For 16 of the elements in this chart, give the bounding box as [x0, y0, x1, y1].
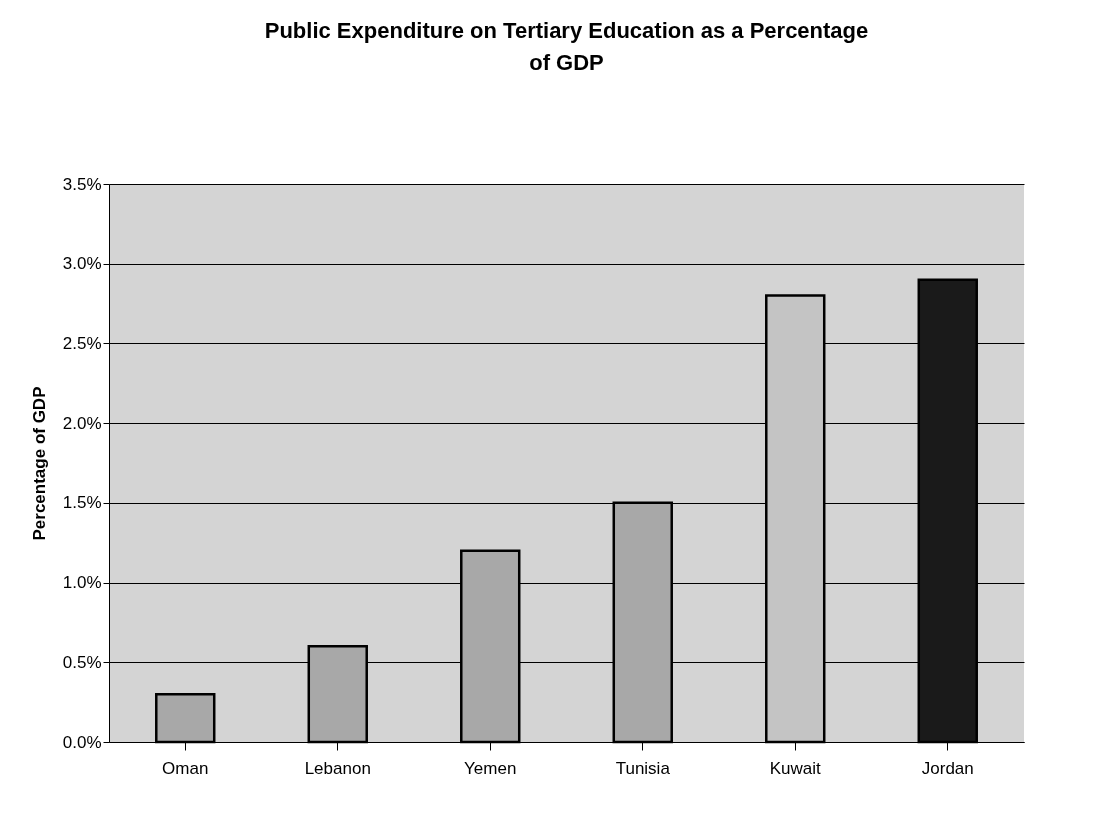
x-tick-label: Jordan — [921, 758, 974, 778]
y-tick-label: 2.5% — [62, 333, 102, 353]
x-tick-label: Yemen — [464, 758, 517, 778]
x-tick-label: Oman — [162, 758, 209, 778]
y-tick-label: 3.0% — [62, 254, 102, 274]
y-tick-label: 2.0% — [62, 413, 102, 433]
y-tick-label: 1.0% — [62, 573, 102, 593]
x-tick-label: Kuwait — [769, 758, 822, 778]
chart-title: Public Expenditure on Tertiary Education as a Percentage of GDP — [264, 18, 869, 75]
y-tick-label: 1.5% — [62, 493, 102, 513]
y-axis-title: Percentage of GDP — [29, 386, 49, 541]
y-tick-label: 3.5% — [62, 174, 102, 194]
y-tick-label: 0.0% — [62, 732, 102, 752]
y-tick-label: 0.5% — [62, 652, 102, 672]
x-tick-label: Tunisia — [615, 758, 671, 778]
x-tick-label: Lebanon — [304, 758, 371, 778]
